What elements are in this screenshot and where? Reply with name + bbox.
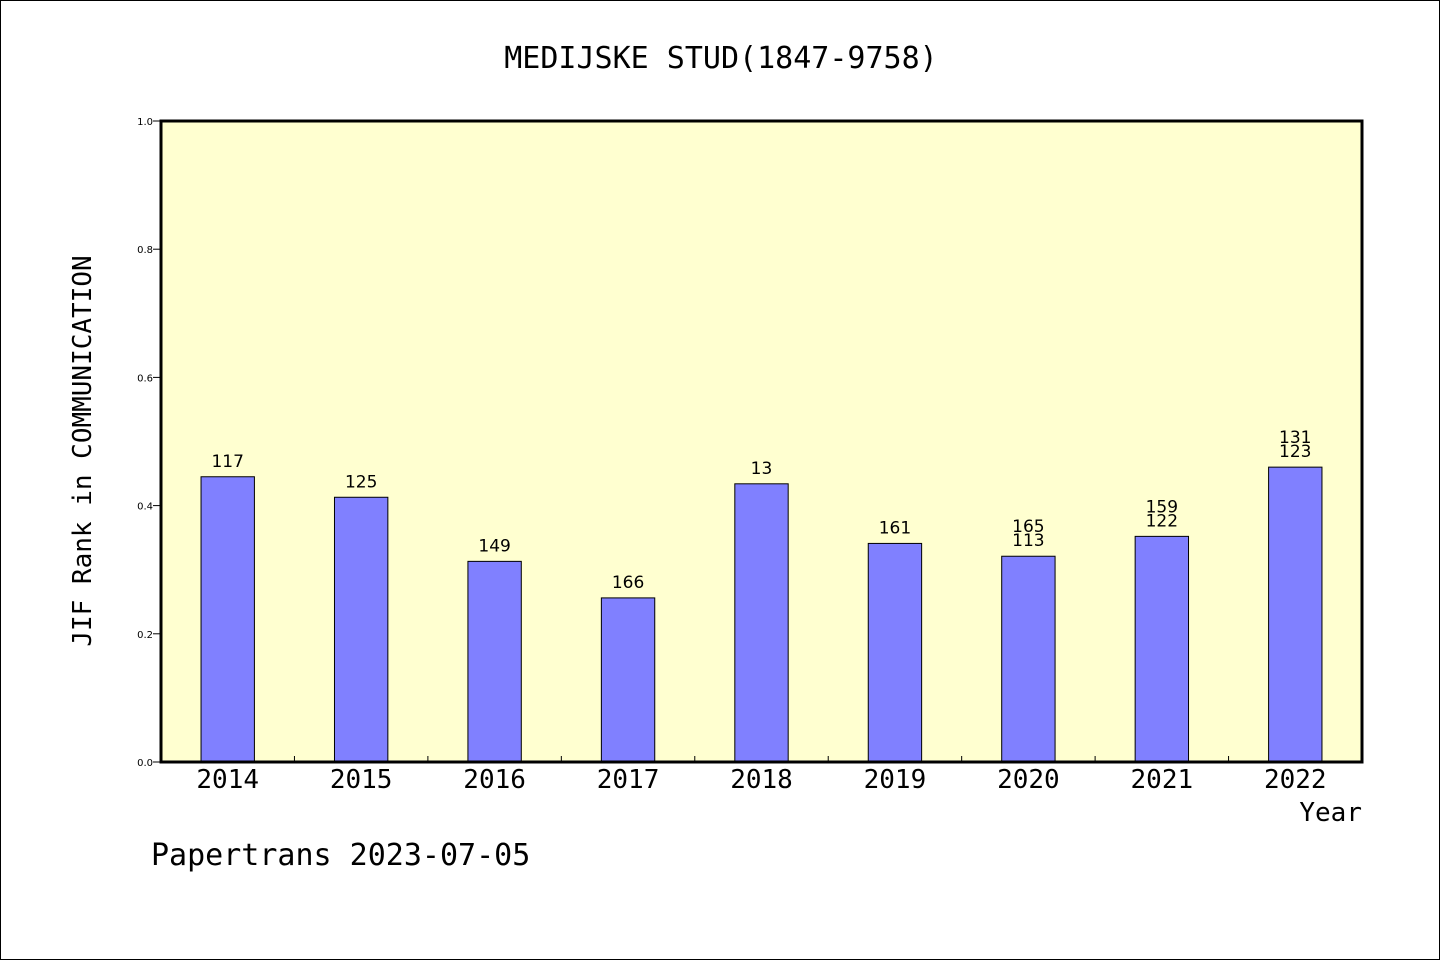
x-tick-label: 2022: [1264, 765, 1327, 795]
y-tick-label: 1.0: [137, 117, 153, 128]
x-tick-label: 2014: [196, 765, 259, 795]
bar-2021: [1134, 535, 1190, 763]
bar-2015: [333, 496, 389, 763]
bar-data-label: 159: [1146, 497, 1178, 517]
bar-2022: [1268, 466, 1323, 763]
bar-data-label: 117: [211, 452, 243, 472]
bar-data-label: 125: [345, 472, 377, 492]
x-tick-label: 2015: [330, 765, 393, 795]
y-axis-label: JIF Rank in COMMUNICATION: [68, 255, 98, 646]
y-tick-label: 0.4: [137, 502, 153, 513]
bar-data-label: 123: [1279, 442, 1311, 462]
bar-data-label: 113: [1012, 531, 1044, 551]
bar-2019: [867, 542, 923, 763]
bar-2016: [467, 560, 522, 763]
y-tick-label: 0.6: [137, 373, 153, 384]
plot-frame: [159, 119, 1364, 764]
bar-data-label: 165: [1012, 517, 1044, 537]
bar-2017: [600, 597, 656, 763]
x-axis-label: Year: [1299, 798, 1362, 828]
bar-data-label: 166: [612, 573, 644, 593]
bar-data-label: 149: [478, 536, 510, 556]
footer-credit: Papertrans 2023-07-05: [151, 838, 530, 873]
x-tick-label: 2018: [730, 765, 793, 795]
y-tick-label: 0.2: [137, 630, 153, 641]
chart-title: MEDIJSKE STUD(1847-9758): [504, 41, 937, 76]
bar-data-label: 161: [879, 518, 911, 538]
bar-data-label: 131: [1279, 428, 1311, 448]
bar-data-label: 13: [751, 459, 773, 479]
x-tick-label: 2019: [864, 765, 927, 795]
bars-group: [200, 466, 1323, 763]
x-tick-label: 2020: [997, 765, 1060, 795]
y-tick-label: 0.0: [137, 758, 153, 769]
y-tick-label: 0.8: [137, 245, 153, 256]
x-axis-ticks: 2014 2015 2016 2017 2018 2019 2020 2021 2022: [196, 756, 1327, 795]
bar-2014: [200, 476, 255, 763]
x-tick-label: 2017: [597, 765, 660, 795]
bar-2020: [1001, 555, 1056, 763]
bar-data-label: 122: [1146, 511, 1178, 531]
bar-2018: [734, 483, 789, 763]
y-axis-ticks: 0.0 0.2 0.4 0.6 0.8 1.0: [137, 117, 161, 769]
x-tick-label: 2021: [1131, 765, 1194, 795]
x-tick-label: 2016: [463, 765, 526, 795]
